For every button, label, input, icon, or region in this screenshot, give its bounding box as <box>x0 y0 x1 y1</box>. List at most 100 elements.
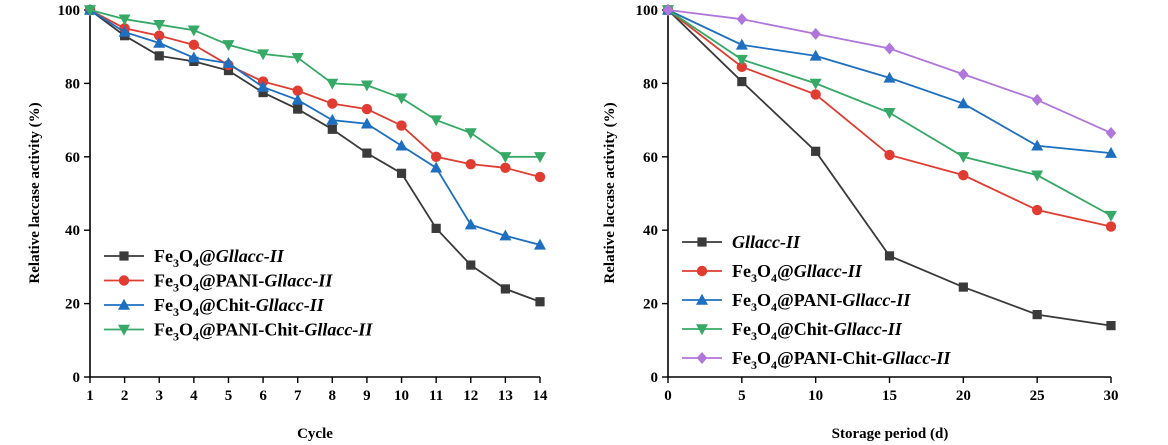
data-point <box>153 19 166 31</box>
data-point <box>327 124 337 134</box>
data-point <box>958 282 968 292</box>
x-axis-title: Storage period (d) <box>832 426 949 442</box>
data-point <box>735 54 748 66</box>
x-tick-label: 6 <box>259 388 267 404</box>
x-tick-label: 20 <box>956 388 971 404</box>
data-point <box>958 68 969 81</box>
x-tick-label: 4 <box>190 388 198 404</box>
data-point <box>430 151 442 162</box>
legend-marker <box>118 275 130 286</box>
data-point <box>811 146 821 156</box>
data-point <box>737 76 747 87</box>
legend: Gllacc-II Fe3O4@Gllacc-II Fe3O4@PANI-Gllac… <box>682 232 951 372</box>
chart-panel-1: 1 2 3 4 5 6 7 8 9 10 11 12 13 14020406080100CycleRela… <box>27 3 548 442</box>
y-tick-label: 0 <box>651 370 659 386</box>
x-tick-label: 10 <box>394 388 409 404</box>
data-point <box>465 158 476 170</box>
data-point <box>464 218 477 230</box>
data-point <box>957 152 970 163</box>
data-point <box>1031 139 1044 151</box>
x-tick-label: 5 <box>225 388 233 404</box>
data-point <box>1105 210 1117 222</box>
data-point <box>958 169 969 181</box>
data-point <box>809 49 822 61</box>
data-point <box>396 168 407 178</box>
y-tick-label: 80 <box>65 76 80 92</box>
data-point <box>500 162 511 174</box>
legend-marker <box>119 251 129 261</box>
data-point <box>326 113 339 125</box>
data-point <box>1106 321 1116 331</box>
legend-item: Fe3O4@PANI-Gllacc-II <box>682 290 911 314</box>
legend-item: Fe3O4@Gllacc-II <box>682 261 863 285</box>
data-point <box>257 80 270 92</box>
data-point <box>187 25 200 37</box>
legend-marker <box>118 298 130 310</box>
data-point <box>736 61 748 73</box>
legend: Fe3O4@Gllacc-IIFe3O4@PANI-Gllacc-IIFe3O4… <box>104 246 373 344</box>
data-point <box>662 4 674 16</box>
series-line <box>89 9 541 178</box>
x-tick-label: 15 <box>882 388 897 404</box>
legend-marker <box>696 352 708 364</box>
data-point <box>431 223 441 233</box>
data-point <box>1032 310 1042 320</box>
data-point <box>810 89 821 100</box>
x-tick-label: 8 <box>329 388 337 404</box>
y-tick-label: 60 <box>643 150 658 166</box>
legend-label: Fe3O4@PANI-Chit-Gllacc-II <box>732 348 951 372</box>
legend-item: Fe3O4@PANI-Chit-Gllacc-II <box>682 348 951 372</box>
data-point <box>500 284 510 294</box>
data-point <box>809 78 822 90</box>
y-axis-title: Relative laccase activity (%) <box>27 102 43 283</box>
legend-label: Fe3O4@PANI-Chit-Gllacc-II <box>154 320 373 344</box>
data-point <box>1105 221 1117 232</box>
x-tick-label: 5 <box>738 388 746 404</box>
data-point <box>396 120 407 131</box>
data-point <box>118 14 131 26</box>
y-tick-label: 60 <box>65 150 80 166</box>
series-4 <box>84 5 546 163</box>
x-tick-label: 0 <box>664 388 672 404</box>
data-point <box>884 149 895 161</box>
data-point <box>499 152 512 163</box>
series-4 <box>662 5 1117 222</box>
data-point <box>534 238 546 250</box>
legend-label: Fe3O4@PANI-Gllacc-II <box>154 271 333 295</box>
x-tick-label: 12 <box>463 388 478 404</box>
data-point <box>466 260 476 270</box>
data-point <box>395 93 408 105</box>
data-point <box>291 93 304 105</box>
data-point <box>153 36 166 48</box>
series-line <box>89 9 540 158</box>
legend-label: Fe3O4@Chit-Gllacc-II <box>732 319 903 343</box>
data-point <box>154 30 165 41</box>
data-point <box>84 5 96 17</box>
data-point <box>535 297 545 307</box>
data-point <box>293 104 303 114</box>
legend-item: Fe3O4@PANI-Gllacc-II <box>104 271 333 295</box>
data-point <box>118 25 131 37</box>
data-point <box>258 87 268 98</box>
data-point <box>883 71 896 83</box>
legend-label: Gllacc-II <box>732 232 801 252</box>
data-point <box>395 139 408 151</box>
series-line <box>89 9 541 246</box>
x-tick-label: 13 <box>498 388 513 404</box>
data-point <box>223 65 234 76</box>
legend-label: Fe3O4@Chit-Gllacc-II <box>154 295 325 319</box>
data-point <box>360 117 373 129</box>
data-point <box>1031 170 1044 182</box>
data-point <box>884 251 895 261</box>
legend-item: Fe3O4@Gllacc-II <box>104 246 285 270</box>
x-tick-label: 10 <box>808 388 823 404</box>
x-tick-label: 11 <box>429 388 443 404</box>
data-point <box>360 80 373 92</box>
data-point <box>1031 204 1043 216</box>
data-point <box>884 42 895 55</box>
y-axis-title: Relative laccase activity (%) <box>602 102 618 283</box>
legend-marker <box>696 293 708 305</box>
legend-marker <box>696 265 708 277</box>
data-point <box>735 38 748 50</box>
